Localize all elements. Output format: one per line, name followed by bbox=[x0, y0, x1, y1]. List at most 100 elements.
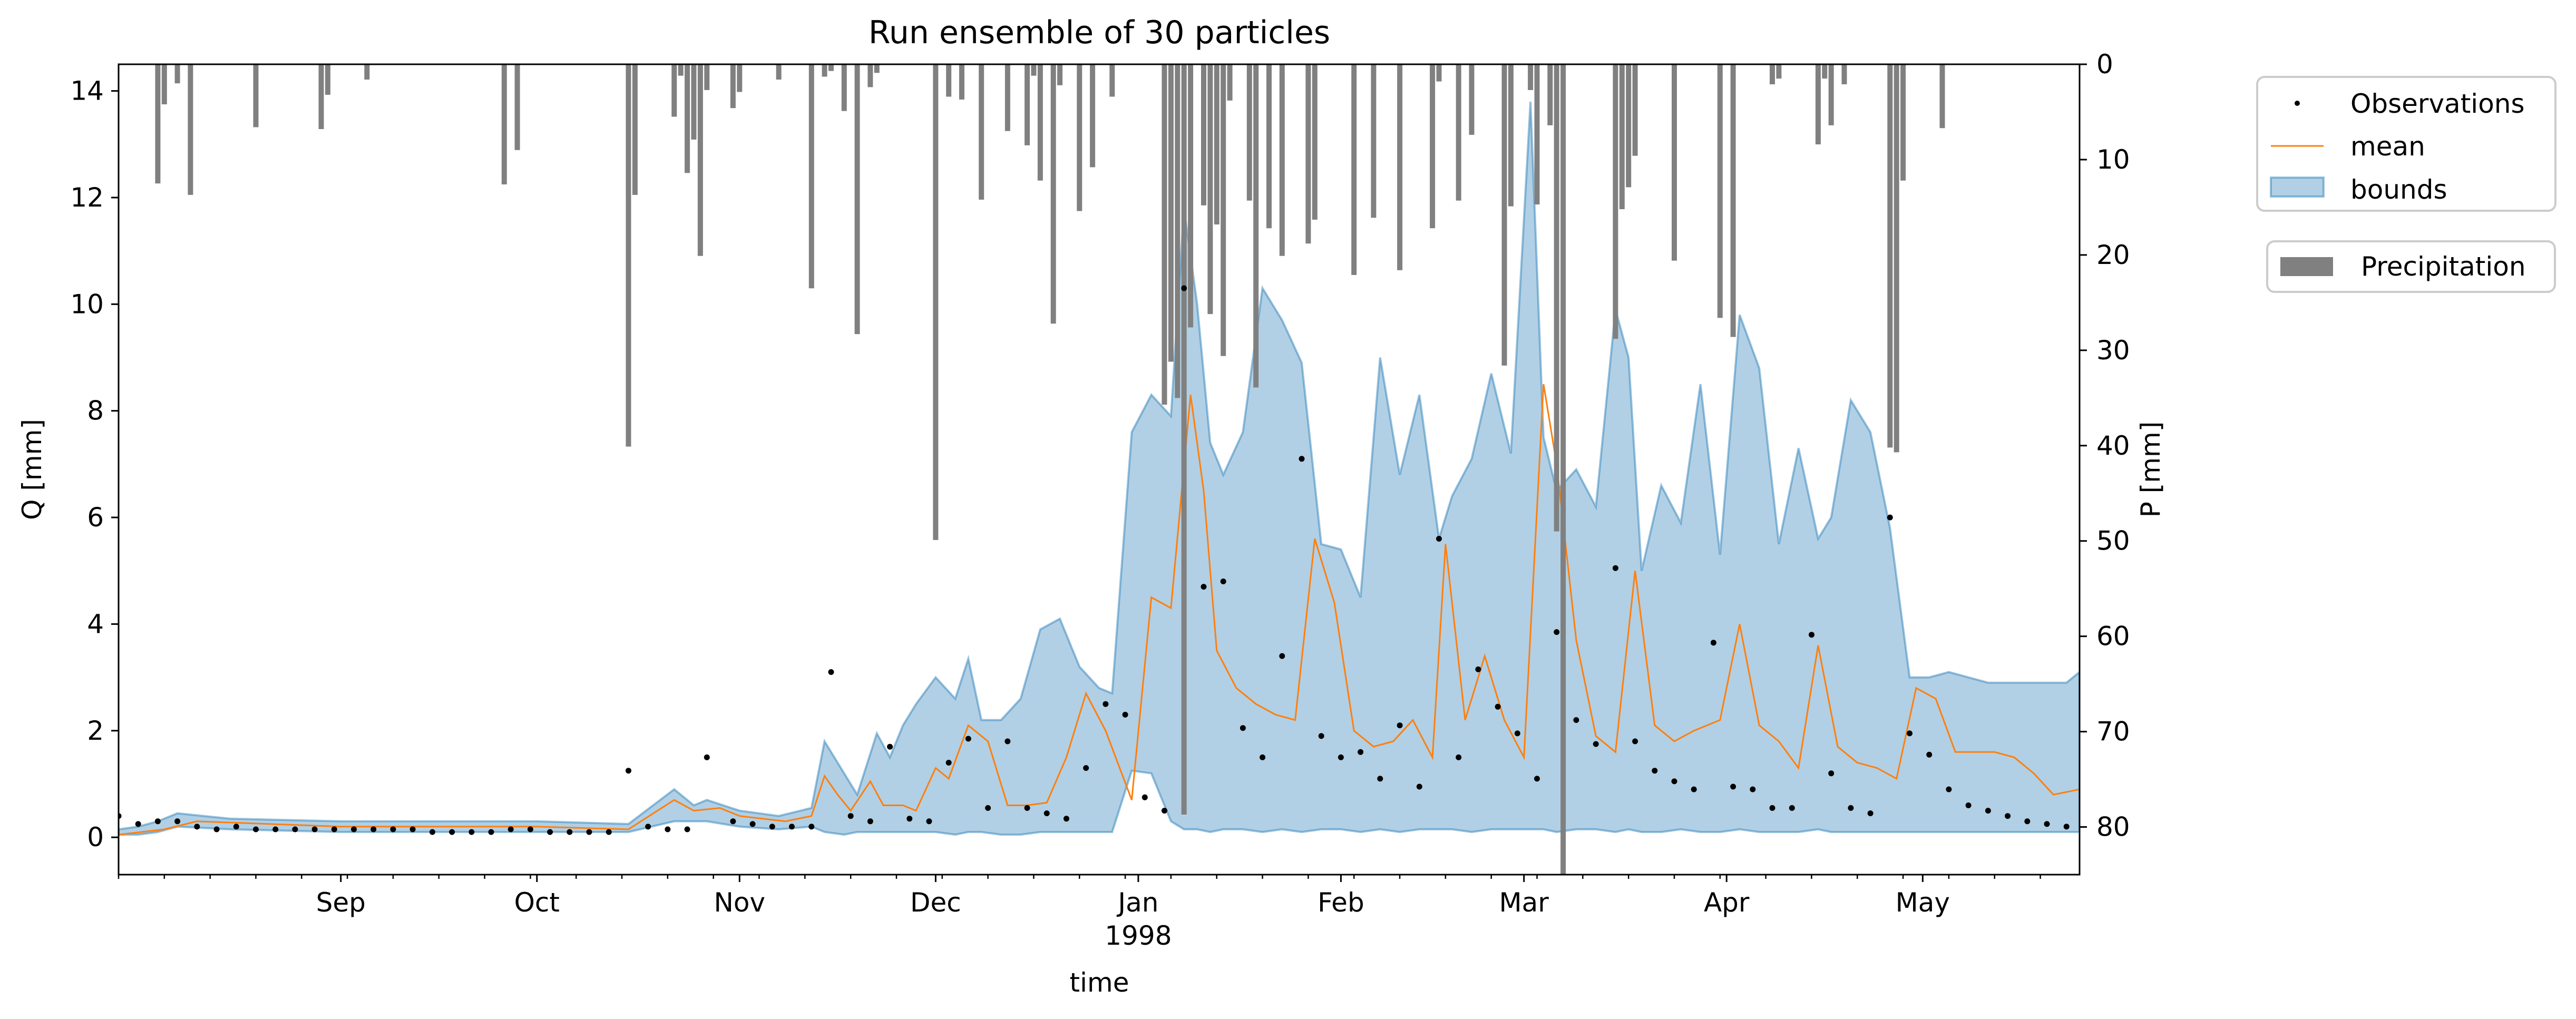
precipitation-bar bbox=[1900, 64, 1906, 181]
precipitation-bar bbox=[1221, 64, 1226, 356]
precipitation-bar bbox=[1279, 64, 1285, 256]
observation-point bbox=[1887, 514, 1893, 521]
precipitation-bar bbox=[632, 64, 638, 195]
precipitation-bar bbox=[867, 64, 873, 87]
observation-point bbox=[2044, 821, 2050, 827]
legend-bounds-patch bbox=[2270, 177, 2325, 198]
precipitation-bar bbox=[678, 64, 684, 76]
observation-point bbox=[1632, 738, 1638, 744]
observation-point bbox=[586, 829, 592, 835]
precipitation-bar bbox=[1430, 64, 1436, 229]
precipitation-bar bbox=[1201, 64, 1206, 205]
precipitation-bar bbox=[874, 64, 880, 73]
observation-point bbox=[2024, 818, 2031, 825]
precipitation-bar bbox=[188, 64, 193, 195]
legend-box bbox=[2256, 76, 2557, 212]
observation-point bbox=[1652, 768, 1658, 774]
precipitation-bar bbox=[959, 64, 964, 100]
observation-point bbox=[1612, 565, 1618, 571]
observation-point bbox=[331, 826, 337, 832]
observation-point bbox=[311, 826, 318, 832]
observation-point bbox=[1691, 786, 1697, 792]
precipitation-bar bbox=[1162, 64, 1167, 405]
precipitation-bar bbox=[1613, 64, 1618, 339]
precipitation-bar bbox=[626, 64, 631, 447]
observation-point bbox=[1730, 783, 1736, 790]
precipitation-bar bbox=[822, 64, 827, 77]
precipitation-bar bbox=[933, 64, 939, 540]
observation-point bbox=[429, 829, 435, 835]
precipitation-bar bbox=[1351, 64, 1357, 275]
y-right-tick-label: 20 bbox=[2096, 240, 2130, 270]
legend-precipitation-label: Precipitation bbox=[2361, 251, 2526, 282]
observation-point bbox=[1162, 808, 1167, 814]
precipitation-bar bbox=[1822, 64, 1828, 79]
y-tick-label: 10 bbox=[70, 289, 104, 319]
precipitation-bar bbox=[1730, 64, 1736, 337]
observation-point bbox=[213, 826, 220, 832]
observation-point bbox=[1318, 733, 1324, 739]
y-right-tick-label: 60 bbox=[2096, 621, 2130, 652]
observation-point bbox=[1436, 536, 1442, 542]
x-tick-label: Mar bbox=[1499, 887, 1549, 918]
precipitation-bar bbox=[671, 64, 677, 117]
precipitation-bar bbox=[979, 64, 984, 200]
observation-point bbox=[253, 826, 259, 832]
observation-point bbox=[135, 821, 141, 827]
precipitation-bar bbox=[1188, 64, 1194, 328]
observation-point bbox=[1102, 701, 1109, 707]
observation-point bbox=[1299, 456, 1305, 462]
observation-point bbox=[272, 826, 279, 832]
x-tick-year-label: 1998 bbox=[1105, 920, 1172, 951]
observation-point bbox=[154, 818, 161, 825]
precipitation-bar bbox=[1181, 64, 1187, 815]
precipitation-bar bbox=[1828, 64, 1834, 125]
observation-point bbox=[1848, 805, 1854, 811]
precipitation-bar bbox=[1717, 64, 1723, 318]
precipitation-bar bbox=[841, 64, 847, 111]
precipitation-bar bbox=[1894, 64, 1899, 453]
precipitation-bar bbox=[1246, 64, 1252, 201]
observation-point bbox=[749, 821, 756, 827]
observation-point bbox=[1907, 730, 1913, 737]
precipitation-bar bbox=[1168, 64, 1174, 362]
observation-point bbox=[945, 760, 952, 766]
observation-point bbox=[527, 826, 533, 832]
y-tick-label: 2 bbox=[87, 716, 104, 746]
precipitation-bar bbox=[1207, 64, 1213, 315]
precipitation-bar bbox=[501, 64, 507, 184]
y-right-tick-label: 70 bbox=[2096, 717, 2130, 747]
legend2-box bbox=[2266, 240, 2556, 293]
precipitation-bar bbox=[325, 64, 330, 95]
y-tick-label: 4 bbox=[87, 609, 104, 639]
observation-point bbox=[1220, 579, 1226, 584]
observation-point bbox=[370, 826, 377, 832]
legend-observations-label: Observations bbox=[2350, 89, 2525, 119]
y-right-tick-label: 40 bbox=[2096, 430, 2130, 461]
precipitation-bar bbox=[1887, 64, 1893, 448]
precipitation-bar bbox=[318, 64, 324, 129]
observation-point bbox=[1573, 717, 1579, 723]
x-tick-label: Jan bbox=[1116, 887, 1158, 918]
observation-point bbox=[1279, 653, 1285, 659]
observation-point bbox=[1789, 805, 1795, 811]
legend-mean-label: mean bbox=[2350, 131, 2425, 162]
precipitation-bar bbox=[1175, 64, 1180, 398]
observation-point bbox=[390, 826, 396, 832]
precipitation-bar bbox=[691, 64, 697, 140]
y-right-tick-label: 0 bbox=[2096, 49, 2113, 80]
x-tick-label: Feb bbox=[1318, 887, 1364, 918]
precipitation-bar bbox=[1305, 64, 1311, 244]
y-axis-label-left: Q [mm] bbox=[17, 419, 47, 520]
precipitation-bar bbox=[1109, 64, 1115, 97]
observation-point bbox=[828, 669, 834, 675]
x-tick-label: May bbox=[1896, 887, 1950, 918]
observation-point bbox=[1965, 802, 1972, 808]
precipitation-bar bbox=[1371, 64, 1377, 218]
y-axis-label-right: P [mm] bbox=[2135, 422, 2166, 517]
observation-point bbox=[1004, 738, 1011, 744]
observation-point bbox=[174, 818, 181, 825]
series-mean-line bbox=[119, 384, 2080, 836]
observation-point bbox=[1495, 703, 1501, 710]
observation-point bbox=[847, 813, 854, 819]
